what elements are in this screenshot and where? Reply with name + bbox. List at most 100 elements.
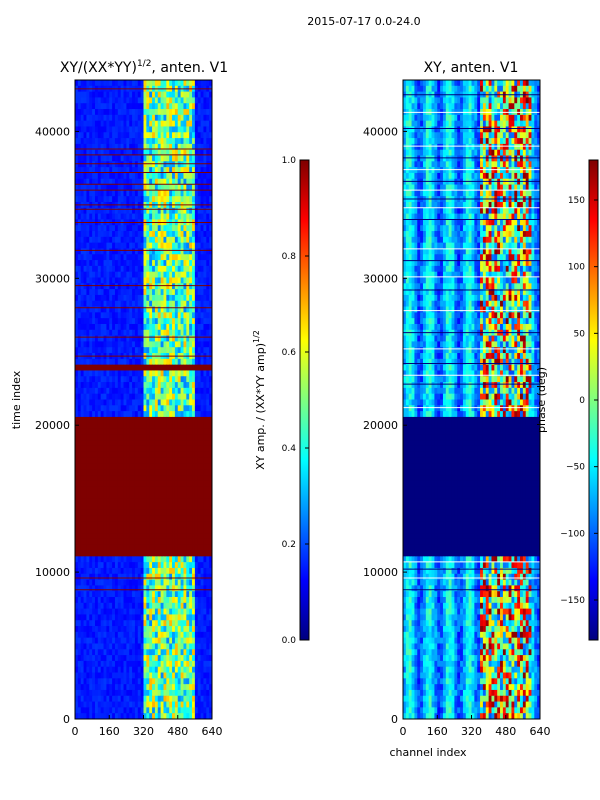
amplitude-cell: [117, 347, 122, 354]
amplitude-cell: [92, 312, 96, 319]
amplitude-cell: [192, 451, 196, 459]
amplitude-cell: [112, 608, 116, 615]
amplitude-cell: [86, 637, 90, 644]
amplitude-cell: [83, 167, 87, 174]
amplitude-cell: [169, 643, 173, 650]
amplitude-cell: [114, 283, 119, 290]
amplitude-cell: [192, 149, 196, 157]
amplitude-cell: [137, 207, 142, 215]
amplitude-cell: [192, 672, 196, 679]
amplitude-cell: [117, 312, 122, 319]
amplitude-cell: [75, 155, 79, 162]
amplitude-cell: [189, 643, 193, 650]
amplitude-cell: [152, 533, 156, 540]
amplitude-cell: [177, 306, 182, 313]
amplitude-cell: [109, 544, 113, 552]
amplitude-cell: [154, 231, 159, 238]
amplitude-cell: [143, 620, 147, 627]
amplitude-cell: [152, 649, 156, 656]
amplitude-cell: [129, 271, 133, 279]
amplitude-cell: [172, 138, 176, 145]
amplitude-cell: [137, 550, 142, 557]
amplitude-cell: [117, 602, 122, 610]
amplitude-cell: [163, 486, 167, 493]
amplitude-cell: [189, 608, 193, 615]
amplitude-cell: [109, 248, 113, 255]
amplitude-cell: [154, 341, 159, 348]
amplitude-cell: [77, 544, 82, 552]
amplitude-cell: [126, 626, 130, 633]
amplitude-cell: [154, 283, 159, 290]
amplitude-cell: [209, 341, 212, 348]
amplitude-cell: [106, 190, 110, 197]
amplitude-cell: [106, 602, 110, 610]
amplitude-cell: [180, 318, 184, 325]
amplitude-cell: [140, 167, 144, 174]
amplitude-cell: [172, 114, 176, 122]
amplitude-cell: [117, 260, 122, 267]
amplitude-cell: [109, 620, 113, 627]
amplitude-cell: [117, 405, 122, 412]
amplitude-cell: [86, 335, 90, 342]
amplitude-cell: [157, 405, 162, 412]
amplitude-cell: [123, 620, 127, 627]
amplitude-cell: [203, 591, 207, 598]
amplitude-cell: [143, 515, 147, 522]
amplitude-cell: [75, 445, 79, 453]
amplitude-cell: [174, 504, 179, 511]
amplitude-cell: [166, 515, 170, 522]
amplitude-cell: [186, 562, 190, 569]
amplitude-cell: [172, 585, 176, 592]
amplitude-cell: [137, 329, 142, 337]
amplitude-cell: [192, 103, 196, 110]
amplitude-cell: [163, 277, 167, 284]
amplitude-cell: [163, 445, 167, 453]
amplitude-cell: [177, 143, 182, 151]
amplitude-cell: [186, 329, 190, 337]
amplitude-cell: [192, 533, 196, 540]
amplitude-cell: [189, 440, 193, 447]
amplitude-cell: [83, 504, 87, 511]
amplitude-cell: [163, 318, 167, 325]
amplitude-cell: [157, 411, 162, 418]
amplitude-cell: [149, 283, 153, 290]
amplitude-cell: [77, 597, 82, 604]
amplitude-cell: [86, 91, 90, 98]
amplitude-cell: [103, 660, 107, 668]
amplitude-cell: [114, 132, 119, 139]
amplitude-cell: [75, 97, 79, 104]
amplitude-cell: [126, 631, 130, 639]
amplitude-cell: [106, 172, 110, 180]
amplitude-cell: [166, 364, 170, 371]
amplitude-cell: [166, 103, 170, 110]
amplitude-cell: [149, 289, 153, 296]
amplitude-cell: [75, 190, 79, 197]
amplitude-cell: [174, 521, 179, 528]
amplitude-cell: [103, 591, 107, 598]
amplitude-cell: [189, 649, 193, 656]
amplitude-cell: [149, 109, 153, 116]
amplitude-cell: [180, 103, 184, 110]
amplitude-cell: [100, 457, 105, 464]
amplitude-cell: [126, 196, 130, 203]
amplitude-cell: [92, 172, 96, 180]
amplitude-cell: [189, 132, 193, 139]
amplitude-cell: [129, 509, 133, 517]
amplitude-cell: [194, 91, 199, 98]
amplitude-cell: [126, 358, 130, 366]
amplitude-cell: [94, 492, 99, 499]
amplitude-cell: [120, 666, 125, 674]
amplitude-cell: [192, 120, 196, 127]
amplitude-cell: [92, 579, 96, 586]
amplitude-cell: [103, 143, 107, 151]
amplitude-cell: [117, 376, 122, 383]
amplitude-cell: [112, 242, 116, 249]
amplitude-cell: [106, 643, 110, 650]
amplitude-cell: [143, 527, 147, 534]
amplitude-cell: [160, 109, 164, 116]
amplitude-cell: [97, 626, 102, 633]
amplitude-cell: [103, 329, 107, 337]
amplitude-cell: [152, 579, 156, 586]
amplitude-cell: [200, 242, 204, 249]
amplitude-cell: [123, 335, 127, 342]
